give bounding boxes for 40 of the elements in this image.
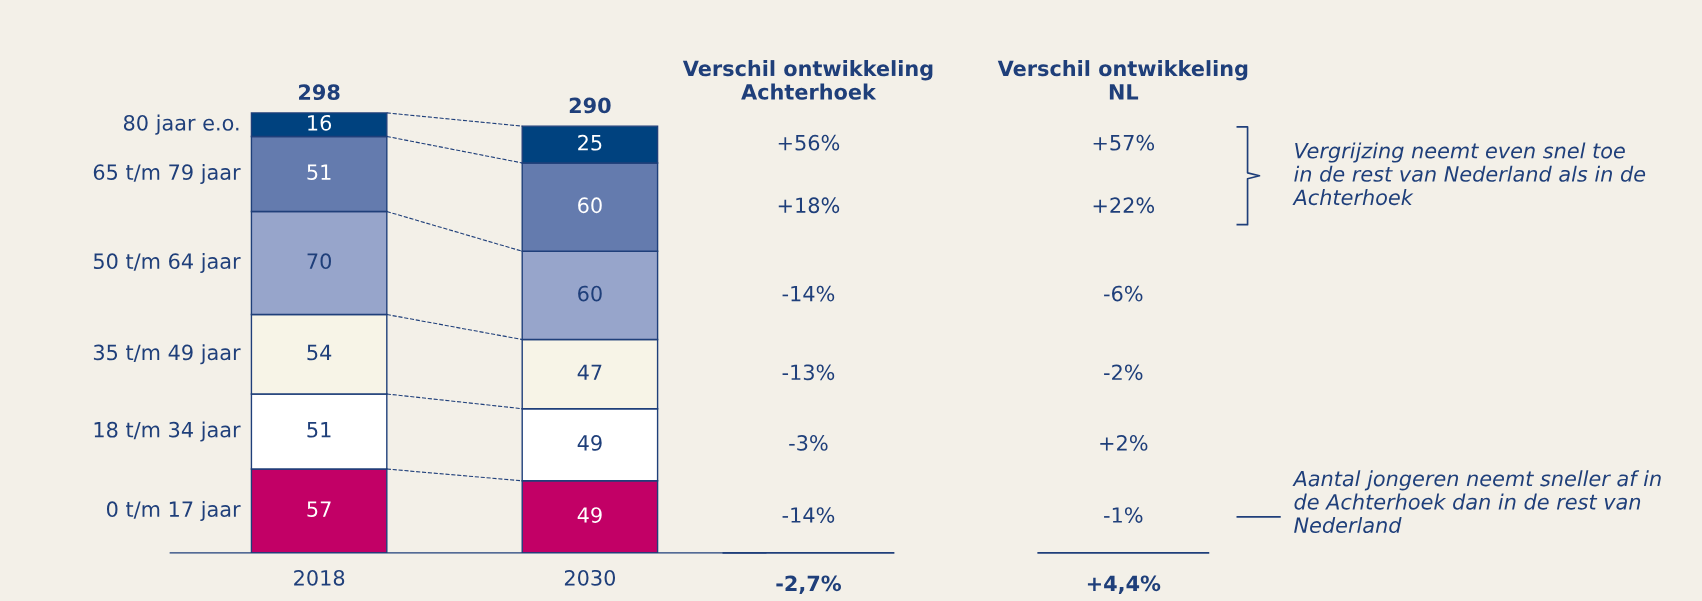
text: -6% <box>1104 285 1143 302</box>
series-label: 18 t/m 34 jaar <box>94 421 241 442</box>
series-label: 80 jaar e.o. <box>123 114 239 135</box>
x-tick-label: 2030 <box>564 569 616 586</box>
data-label: 57 <box>307 501 331 518</box>
text: -2% <box>1104 364 1143 381</box>
data-label: 47 <box>577 364 602 380</box>
series-label: 0 t/m 17 jaar <box>106 500 241 522</box>
total-label: 298 <box>299 84 340 101</box>
text: Vergrijzing neemt even snel toe in de rest van Nederland als in de Achterhoek <box>1292 142 1646 206</box>
text: -13% <box>782 364 835 381</box>
data-label: 60 <box>578 197 602 214</box>
text: -14% <box>782 285 835 302</box>
text: +18% <box>778 197 840 214</box>
data-label: 51 <box>307 422 331 438</box>
text: +22% <box>1093 197 1155 214</box>
text: -1% <box>1104 507 1143 523</box>
text: -3% <box>789 435 828 451</box>
series-label: 50 t/m 64 jaar <box>93 252 241 274</box>
series-label: 65 t/m 79 jaar <box>93 163 241 185</box>
x-tick-label: 2018 <box>294 569 345 586</box>
data-label: 51 <box>307 164 331 181</box>
data-label: 49 <box>577 435 602 451</box>
text: +2% <box>1100 435 1148 451</box>
total-label: 290 <box>569 97 611 114</box>
text: -2,7% <box>776 575 841 594</box>
data-label: 54 <box>307 344 332 361</box>
data-label: 25 <box>578 134 602 151</box>
data-label: 49 <box>577 507 602 523</box>
data-label: 60 <box>578 285 602 302</box>
series-label: 35 t/m 49 jaar <box>93 344 241 365</box>
data-label: 70 <box>307 253 331 270</box>
text: +56% <box>778 134 840 151</box>
text: +4,4% <box>1087 575 1161 594</box>
data-label: 16 <box>308 114 332 131</box>
text: Verschil ontwikkeling NL <box>997 60 1248 100</box>
text: -14% <box>782 507 835 523</box>
text: +57% <box>1093 134 1155 151</box>
text: Aantal jongeren neemt sneller af in de Achterhoek dan in de rest van Nederland <box>1292 470 1661 534</box>
text: Verschil ontwikkeling Achterhoek <box>682 60 933 100</box>
